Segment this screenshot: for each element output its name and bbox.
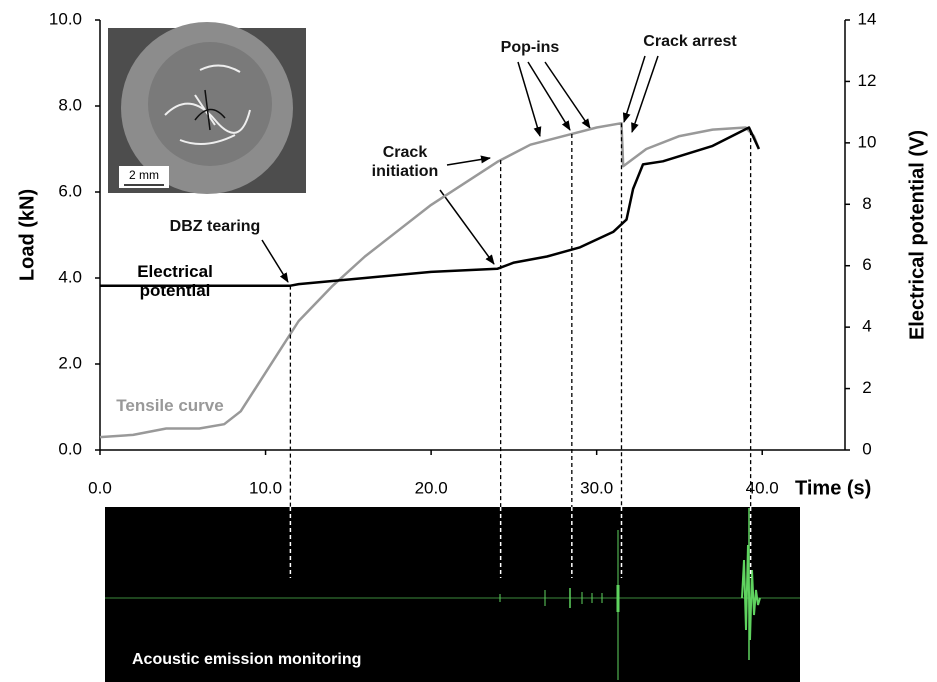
scale-bar-label: 2 mm [129, 168, 159, 182]
arrow [517, 61, 542, 137]
ae-signals [499, 508, 761, 680]
axes [99, 20, 846, 451]
y2-axis-title: Electrical potential (V) [906, 130, 928, 340]
series-line [100, 126, 761, 287]
arrow [439, 189, 495, 265]
y-tick-label: 0.0 [58, 439, 82, 458]
arrow [446, 155, 491, 166]
y-tick-label: 2.0 [58, 353, 82, 372]
y-tick-label: 6.0 [58, 181, 82, 200]
arrow [261, 239, 289, 283]
ae-burst [741, 544, 761, 641]
x-axis-title: Time (s) [795, 477, 871, 499]
arrow [527, 61, 571, 131]
x-tick-label: 0.0 [88, 478, 112, 497]
y2-tick-label: 0 [862, 439, 871, 458]
y-tick-label: 10.0 [49, 9, 82, 28]
y-axis-title: Load (kN) [16, 189, 38, 281]
x-tick-label: 10.0 [249, 478, 282, 497]
y-tick-label: 8.0 [58, 95, 82, 114]
y2-tick-label: 4 [862, 317, 871, 336]
inset-cracks [164, 64, 251, 145]
annotation: DBZ tearing [169, 218, 261, 235]
x-tick-label: 30.0 [580, 478, 613, 497]
x-tick-label: 20.0 [415, 478, 448, 497]
inset-cracks-dark [194, 89, 226, 131]
acoustic-panel [105, 507, 800, 682]
annotation: Pop-ins [500, 39, 560, 56]
y2-tick-label: 10 [858, 132, 877, 151]
series-line [99, 121, 761, 439]
arrow [622, 55, 646, 123]
series-label: Tensile curve [116, 396, 224, 415]
x-tick-label: 40.0 [746, 478, 779, 497]
y2-tick-label: 6 [862, 255, 871, 274]
arrow [544, 61, 591, 129]
y2-tick-label: 12 [858, 71, 877, 90]
series-label: Electrical potential [137, 262, 213, 300]
arrow [631, 55, 659, 133]
y2-tick-label: 14 [858, 9, 877, 28]
scale-bar-box [119, 166, 169, 188]
inset-specimen-core [148, 42, 272, 166]
annotation: Crack initiation [371, 144, 439, 180]
y2-tick-label: 2 [862, 378, 871, 397]
annotation: Crack arrest [643, 33, 737, 50]
panel-label: Acoustic emission monitoring [132, 651, 361, 668]
annotation-arrows [261, 55, 659, 283]
y2-tick-label: 8 [862, 194, 871, 213]
y-tick-label: 4.0 [58, 267, 82, 286]
